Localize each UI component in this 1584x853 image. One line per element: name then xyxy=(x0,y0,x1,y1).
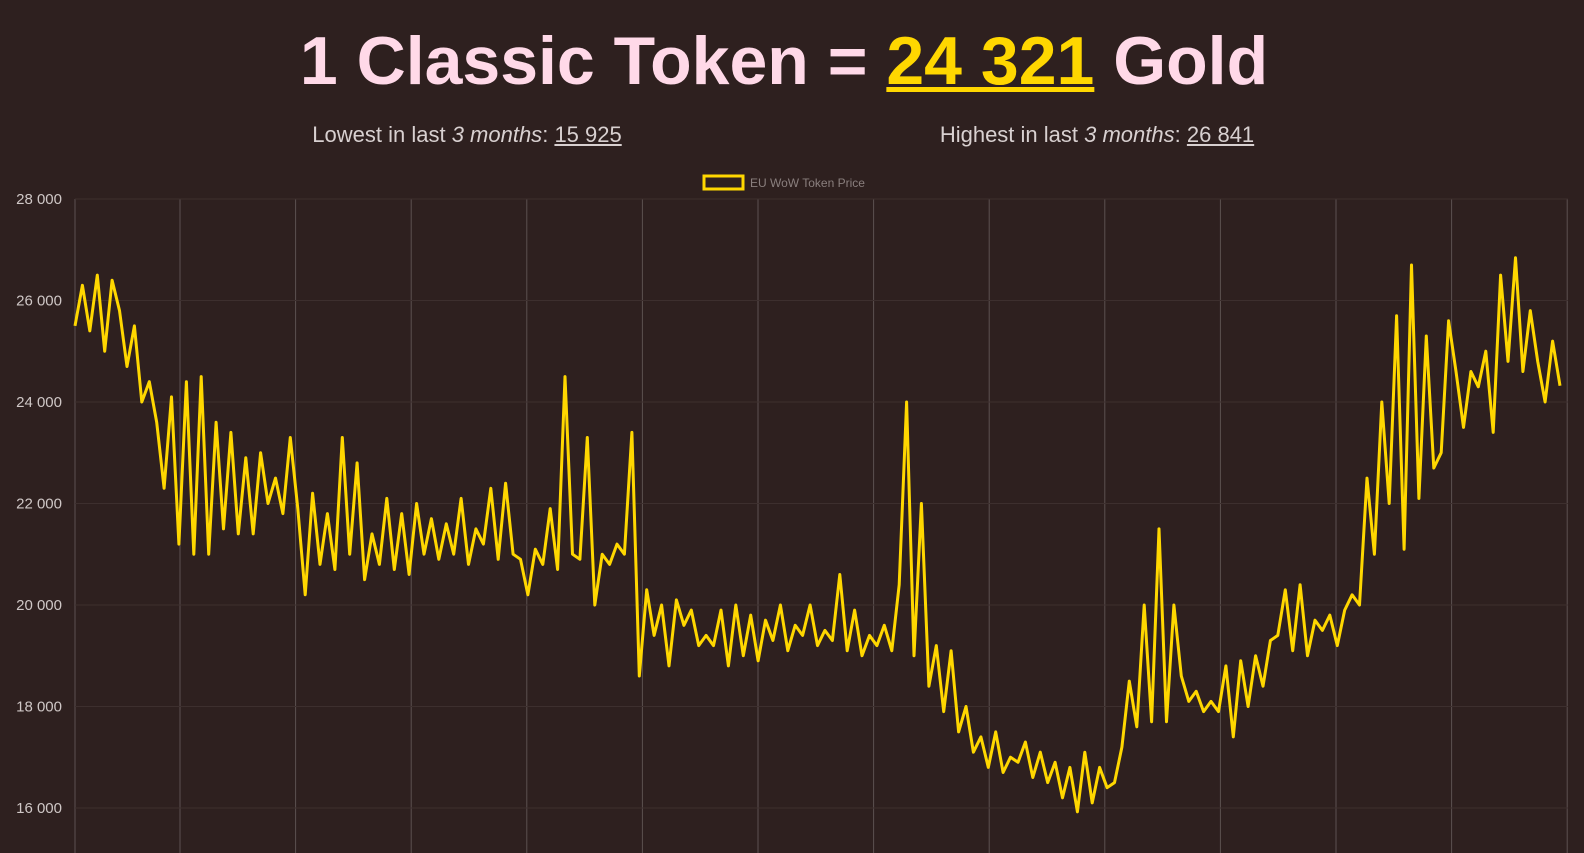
period: 3 months xyxy=(1084,122,1175,147)
title-prefix: 1 Classic Token = xyxy=(299,23,868,99)
period: 3 months xyxy=(451,122,543,147)
y-tick-label: 20 000 xyxy=(16,597,62,614)
title: 1 Classic Token = 24 321 Gold xyxy=(0,22,1568,100)
y-tick-label: 26 000 xyxy=(16,292,62,309)
lowest-label: Lowest in last xyxy=(312,122,446,147)
price-line xyxy=(73,256,1562,814)
highest-info: Highest in last 3 months: 26 841 xyxy=(940,122,1254,148)
price[interactable]: 24 321 xyxy=(886,23,1095,99)
highest-label: Highest in last xyxy=(939,122,1079,147)
y-tick-label: 22 000 xyxy=(16,495,62,512)
title-suffix: Gold xyxy=(1113,23,1269,99)
y-tick-label: 24 000 xyxy=(16,394,62,411)
highest-value[interactable]: 26 841 xyxy=(1186,122,1255,147)
separator: : xyxy=(542,122,549,147)
y-tick-label: 18 000 xyxy=(16,698,62,715)
y-tick-label: 28 000 xyxy=(16,191,62,208)
separator: : xyxy=(1174,122,1181,147)
legend-label: EU WoW Token Price xyxy=(750,176,865,190)
y-tick-label: 16 000 xyxy=(16,800,62,817)
lowest-info: Lowest in last 3 months: 15 925 xyxy=(312,122,621,148)
lowest-value[interactable]: 15 925 xyxy=(554,122,622,147)
legend-swatch xyxy=(702,174,745,191)
